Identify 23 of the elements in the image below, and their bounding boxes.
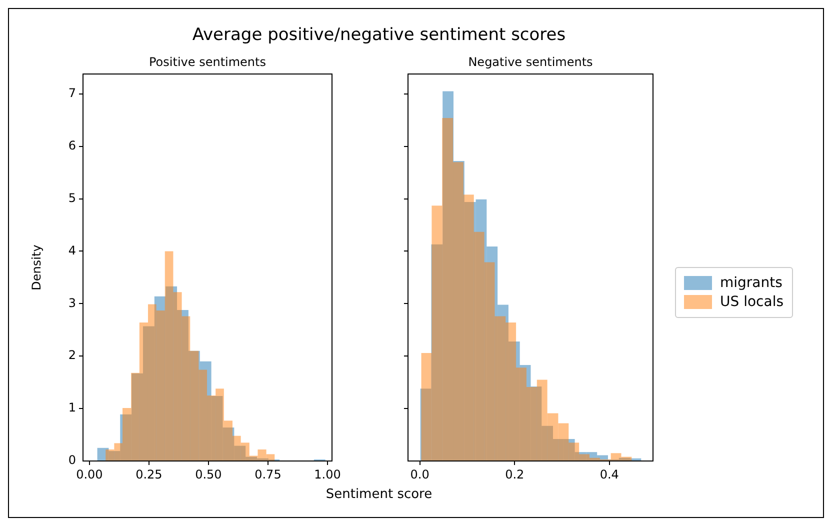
chart-title: Positive sentiments [149, 55, 266, 70]
legend-label: US locals [720, 294, 784, 310]
x-tick-label: 0.4 [600, 467, 619, 482]
y-tick-label: 0 [68, 453, 76, 468]
x-tick-label: 0.0 [410, 467, 430, 482]
y-tick-label: 6 [68, 138, 76, 152]
x-axis-title: Sentiment score [324, 487, 434, 502]
x-tick-label: 0.50 [195, 467, 222, 482]
y-tick-label: 4 [68, 243, 76, 258]
chart-title: Negative sentiments [468, 55, 593, 70]
legend-label: migrants [720, 275, 782, 291]
y-tick-label: 1 [68, 400, 76, 415]
text: Average positive/negative sentiment scores [191, 25, 567, 45]
y-tick-label: 3 [68, 296, 76, 310]
y-tick-label: 5 [68, 190, 76, 205]
y-axis-title: Density [29, 244, 44, 290]
x-tick-label: 0.00 [76, 467, 103, 482]
x-tick-label: 0.2 [505, 467, 524, 482]
x-tick-label: 1.00 [314, 467, 341, 482]
y-tick-label: 2 [68, 348, 76, 362]
x-tick-label: 0.25 [136, 467, 162, 482]
y-tick-label: 7 [68, 86, 76, 100]
x-tick-label: 0.75 [254, 467, 282, 482]
